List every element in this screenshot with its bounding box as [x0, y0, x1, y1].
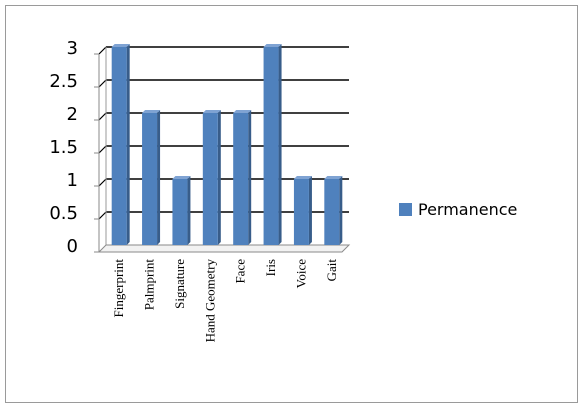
- legend-label: Permanence: [418, 200, 517, 219]
- y-tick-label: 0: [67, 236, 78, 257]
- bar: [233, 110, 252, 245]
- bar: [142, 110, 161, 245]
- y-tick-label: 1.5: [49, 137, 78, 158]
- chart-frame: 0 0.5 1 1.5 2 2.5 3 Fingerprint Palmprint Signat…: [5, 5, 578, 403]
- bars: [111, 44, 343, 245]
- gridline-depth: [98, 112, 107, 121]
- gridline-depth: [98, 178, 107, 187]
- bar: [324, 176, 343, 245]
- gridline-depth: [98, 145, 107, 154]
- y-tick-label: 3: [67, 38, 78, 59]
- bar: [293, 176, 312, 245]
- bar: [263, 44, 282, 245]
- gridline-depth: [98, 211, 107, 220]
- x-tick-label: Fingerprint: [111, 259, 126, 318]
- axes: [94, 47, 351, 253]
- y-axis-ticks: 0 0.5 1 1.5 2 2.5 3: [49, 38, 78, 257]
- x-tick-label: Face: [233, 259, 248, 284]
- y-tick-label: 0.5: [49, 203, 78, 224]
- y-tick-label: 1: [67, 170, 78, 191]
- legend: Permanence: [399, 200, 517, 219]
- x-tick-label: Gait: [324, 259, 339, 282]
- chart-floor: [97, 244, 351, 253]
- x-tick-label: Hand Geometry: [202, 259, 217, 343]
- legend-swatch: [399, 203, 412, 216]
- x-tick-label: Iris: [263, 259, 278, 276]
- gridline-depth: [98, 79, 107, 88]
- x-tick-label: Voice: [293, 259, 308, 289]
- y-tick-label: 2: [67, 104, 78, 125]
- bar: [202, 110, 221, 245]
- bar: [172, 176, 191, 245]
- bar-chart: 0 0.5 1 1.5 2 2.5 3 Fingerprint Palmprint Signat…: [49, 38, 517, 343]
- x-tick-label: Signature: [172, 259, 187, 309]
- bar: [111, 44, 130, 245]
- x-axis-ticks: Fingerprint Palmprint Signature Hand Geomet…: [111, 259, 339, 343]
- x-tick-label: Palmprint: [142, 259, 157, 311]
- gridline-depth: [98, 46, 107, 55]
- y-tick-label: 2.5: [49, 71, 78, 92]
